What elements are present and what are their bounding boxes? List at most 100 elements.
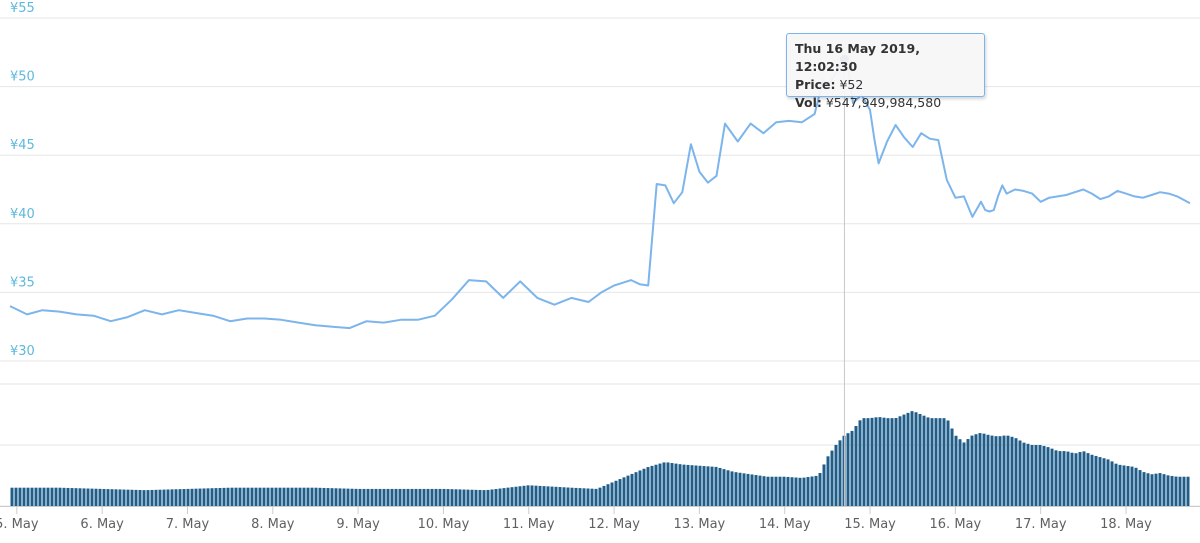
x-tick-label: 18. May [1100, 517, 1152, 532]
x-tick-label: 17. May [1015, 517, 1067, 532]
volume-bar [410, 488, 414, 506]
volume-bar [734, 472, 738, 506]
x-tick-label: 13. May [674, 517, 726, 532]
volume-bar [418, 488, 422, 506]
volume-bar [930, 418, 934, 506]
volume-bar [482, 490, 486, 506]
volume-bar [486, 489, 490, 506]
volume-bar [790, 477, 794, 506]
volume-bar [770, 476, 774, 506]
volume-bar [474, 489, 478, 506]
volume-bar [206, 488, 210, 506]
volume-bar [58, 487, 62, 506]
volume-bar [34, 487, 38, 506]
volume-bar [642, 468, 646, 506]
volume-bar [322, 487, 326, 506]
volume-bar [710, 466, 714, 506]
volume-bar [10, 487, 14, 506]
volume-bar [1066, 451, 1070, 506]
volume-bar [1034, 445, 1038, 506]
volume-bar [1010, 436, 1014, 506]
volume-bar [974, 434, 978, 506]
volume-bar [1170, 475, 1174, 506]
volume-bar [1118, 464, 1122, 506]
volume-bar [230, 487, 234, 506]
volume-bar [1186, 476, 1190, 506]
volume-bar [502, 488, 506, 506]
volume-bar [130, 489, 134, 506]
price-y-axis-labels: ¥30 ¥35 ¥40 ¥45 ¥50 ¥55 [10, 1, 35, 359]
x-tick-label: 14. May [759, 517, 811, 532]
volume-bar [178, 489, 182, 506]
volume-bar [550, 486, 554, 506]
volume-bar [342, 488, 346, 506]
volume-bar [862, 418, 866, 506]
volume-bar [366, 488, 370, 506]
volume-bar [26, 487, 30, 506]
volume-bar [610, 482, 614, 506]
volume-bar [1182, 476, 1186, 506]
volume-bar [722, 469, 726, 506]
volume-bar [174, 489, 178, 506]
volume-bar [630, 473, 634, 506]
volume-bar [498, 488, 502, 506]
volume-bar [762, 476, 766, 506]
volume-bar [938, 418, 942, 506]
volume-bar [558, 487, 562, 506]
volume-bar [278, 487, 282, 506]
x-tick-label: 16. May [930, 517, 982, 532]
x-tick-label: 8. May [251, 517, 295, 532]
volume-bar [1098, 457, 1102, 506]
volume-bar [1074, 453, 1078, 506]
volume-bar [478, 489, 482, 506]
volume-bar [834, 444, 838, 506]
x-axis-ticks [16, 506, 1127, 514]
volume-bar [934, 418, 938, 506]
volume-bar [678, 464, 682, 506]
volume-bar [198, 488, 202, 506]
volume-bar [954, 435, 958, 506]
volume-bar [618, 479, 622, 506]
volume-bar [338, 488, 342, 506]
volume-bar [902, 414, 906, 506]
volume-bar [1178, 476, 1182, 506]
volume-bar [282, 487, 286, 506]
volume-bar [202, 488, 206, 506]
volume-bar [1126, 466, 1130, 506]
volume-bar [362, 488, 366, 506]
volume-bar [490, 489, 494, 506]
volume-bar [838, 440, 842, 506]
volume-bar [666, 462, 670, 506]
volume-bar [822, 464, 826, 506]
volume-bar [246, 487, 250, 506]
volume-bar [614, 480, 618, 506]
volume-bar [914, 412, 918, 506]
volume-bar [494, 489, 498, 506]
volume-bar [766, 476, 770, 506]
volume-bar [922, 415, 926, 506]
volume-bar [122, 489, 126, 506]
volume-bar [754, 475, 758, 506]
volume-bar [582, 488, 586, 506]
volume-bar [1122, 465, 1126, 506]
volume-bar [986, 434, 990, 506]
volume-bar [810, 476, 814, 506]
volume-bar [222, 487, 226, 506]
volume-bar [406, 488, 410, 506]
volume-bar [798, 477, 802, 506]
volume-bar [110, 489, 114, 506]
volume-bar [510, 487, 514, 506]
volume-bar [390, 488, 394, 506]
volume-bar [646, 467, 650, 506]
volume-bar [274, 487, 278, 506]
volume-bar [958, 439, 962, 506]
volume-bar [54, 487, 58, 506]
volume-bar [1002, 435, 1006, 506]
volume-bar [530, 485, 534, 506]
volume-bar [1006, 435, 1010, 506]
volume-bar [794, 477, 798, 506]
x-tick-label: 5. May [0, 517, 39, 532]
volume-bar [602, 485, 606, 506]
volume-bar [354, 488, 358, 506]
